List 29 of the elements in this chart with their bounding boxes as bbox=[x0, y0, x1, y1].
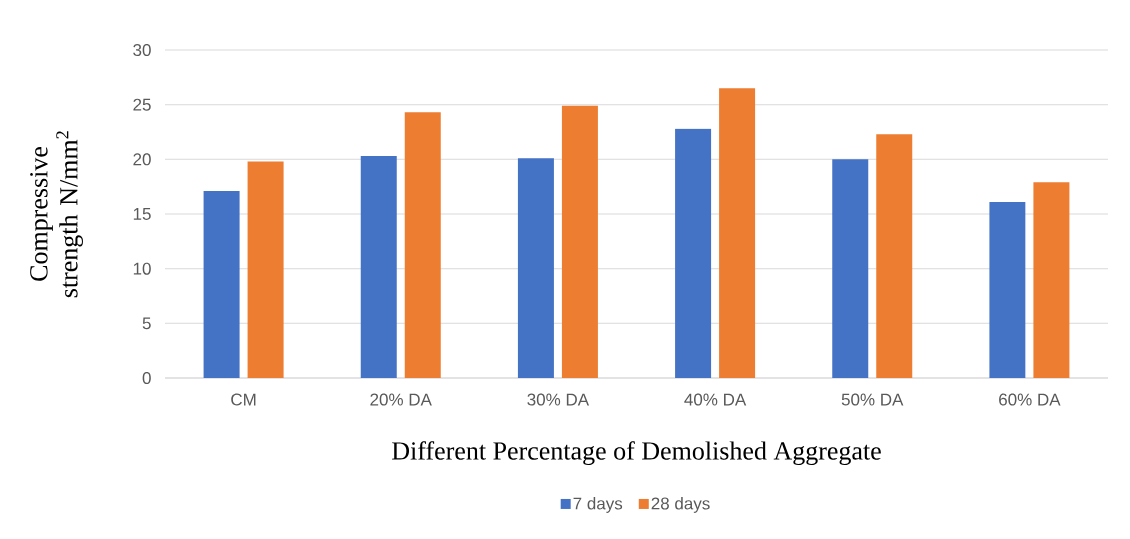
bar bbox=[719, 88, 756, 378]
bar bbox=[360, 156, 397, 378]
x-tick-label: 30% DA bbox=[527, 393, 590, 406]
legend-label: 28 days bbox=[651, 497, 710, 513]
bar bbox=[675, 128, 712, 378]
bar bbox=[561, 105, 598, 378]
x-tick-label: 50% DA bbox=[841, 393, 904, 406]
y-axis-title: Compressive strength N/mm$^{2}$ bbox=[30, 131, 83, 298]
x-axis-title: Different Percentage of Demolished Aggregate bbox=[392, 441, 881, 466]
legend-label: 7 days bbox=[573, 497, 623, 513]
bar bbox=[203, 191, 240, 378]
y-tick-label: 5 bbox=[142, 317, 151, 330]
x-tick-label: 40% DA bbox=[684, 393, 747, 406]
bar bbox=[517, 158, 554, 378]
bar bbox=[404, 112, 441, 378]
y-tick-label: 25 bbox=[133, 98, 151, 111]
x-tick-label: 20% DA bbox=[370, 393, 432, 406]
y-tick-label: 30 bbox=[133, 43, 151, 57]
x-tick-label: CM bbox=[231, 393, 256, 406]
bar bbox=[247, 161, 284, 378]
bar bbox=[989, 201, 1026, 378]
y-tick-label: 15 bbox=[133, 208, 151, 220]
y-tick-label: 10 bbox=[133, 262, 151, 275]
y-tick-label: 20 bbox=[133, 153, 151, 166]
x-tick-label: 60% DA bbox=[999, 393, 1061, 406]
bar bbox=[1033, 182, 1070, 378]
bar bbox=[832, 159, 869, 378]
y-tick-label: 0 bbox=[142, 371, 151, 385]
bar bbox=[876, 134, 913, 378]
